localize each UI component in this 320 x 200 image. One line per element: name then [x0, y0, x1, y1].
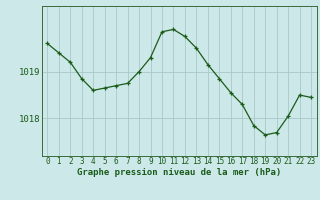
X-axis label: Graphe pression niveau de la mer (hPa): Graphe pression niveau de la mer (hPa): [77, 168, 281, 177]
